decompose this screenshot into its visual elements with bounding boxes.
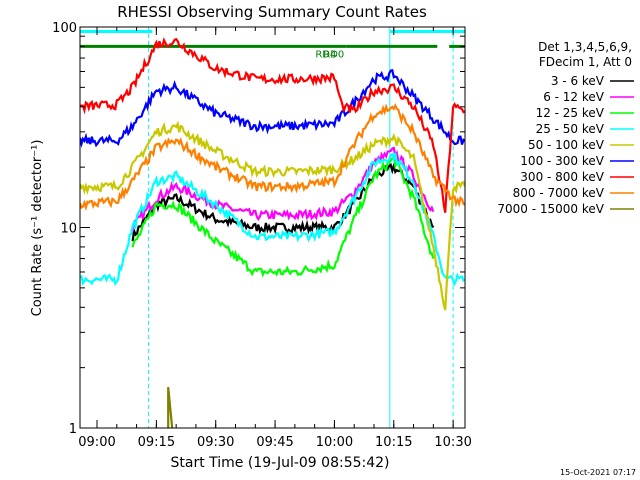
legend-entry-label: 300 - 800 keV xyxy=(520,170,604,184)
legend-entry-label: 6 - 12 keV xyxy=(543,90,605,104)
series-line xyxy=(80,69,465,149)
x-tick-label: 10:30 xyxy=(434,435,471,450)
legend-entry-label: 800 - 7000 keV xyxy=(513,186,605,200)
legend-header-line: FDecim 1, Att 0 xyxy=(539,55,632,69)
footer-date: 15-Oct-2021 07:17 xyxy=(560,468,636,477)
series-line xyxy=(80,36,465,213)
legend-entry-label: 50 - 100 keV xyxy=(528,138,605,152)
axes: 09:00 09:15 09:30 09:45 10:00 10:15 10:30 1 10 10… xyxy=(52,21,472,450)
x-tick-label: 10:00 xyxy=(316,435,353,450)
plot-content xyxy=(80,27,465,428)
legend-entry-label: 3 - 6 keV xyxy=(551,74,605,88)
series-line xyxy=(80,103,465,212)
series-line xyxy=(131,155,435,278)
x-tick-label: 09:00 xyxy=(78,435,115,450)
series-line xyxy=(131,146,435,232)
y-tick-label: 10 xyxy=(60,222,77,237)
x-tick-label: 10:15 xyxy=(375,435,412,450)
y-tick-label: 1 xyxy=(69,422,77,437)
legend: Det 1,3,4,5,6,9, FDecim 1, Att 0 3 - 6 k… xyxy=(497,40,634,216)
y-tick-label: 100 xyxy=(52,21,77,36)
x-tick-label: 09:30 xyxy=(197,435,234,450)
legend-entry-label: 7000 - 15000 keV xyxy=(497,202,604,216)
legend-entry-label: 12 - 25 keV xyxy=(536,106,605,120)
x-tick-label: 09:15 xyxy=(138,435,175,450)
y-axis-label: Count Rate (s⁻¹ detector⁻¹) xyxy=(30,140,45,317)
legend-entry-label: 25 - 50 keV xyxy=(536,122,605,136)
series-line xyxy=(131,161,435,242)
series-line xyxy=(80,120,465,311)
annotation-label: RD4 xyxy=(315,49,336,60)
chart-title: RHESSI Observing Summary Count Rates xyxy=(117,3,427,21)
series-line xyxy=(167,386,174,428)
legend-header-line: Det 1,3,4,5,6,9, xyxy=(538,40,632,54)
annotation-label: RD0 xyxy=(323,49,344,60)
series-line xyxy=(80,152,465,287)
x-axis-label: Start Time (19-Jul-09 08:55:42) xyxy=(170,455,389,471)
legend-entry-label: 100 - 300 keV xyxy=(520,154,604,168)
x-tick-label: 09:45 xyxy=(256,435,293,450)
